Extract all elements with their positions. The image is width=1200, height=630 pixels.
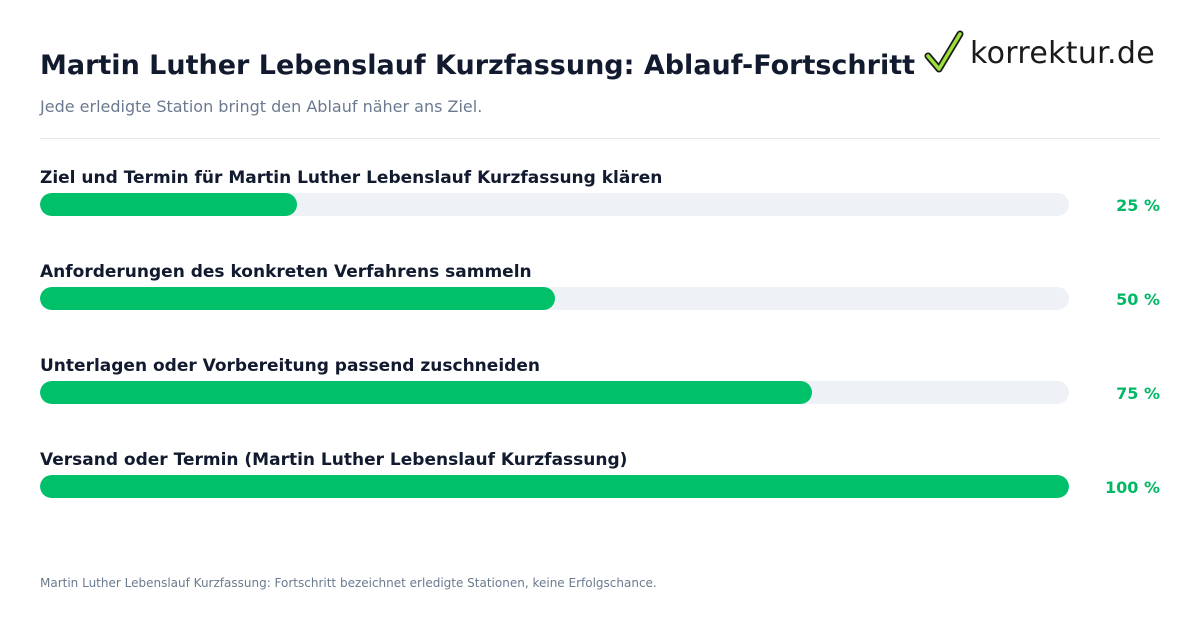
step-label: Versand oder Termin (Martin Luther Leben…	[40, 450, 628, 470]
progress-track	[40, 475, 1069, 498]
progress-step: Ziel und Termin für Martin Luther Lebens…	[40, 168, 1160, 228]
progress-bar	[40, 381, 812, 404]
progress-step: Versand oder Termin (Martin Luther Leben…	[40, 450, 1160, 510]
progress-value-label: 100 %	[1105, 478, 1160, 497]
chart-title: Martin Luther Lebenslauf Kurzfassung: Ab…	[40, 50, 916, 81]
progress-bar	[40, 475, 1069, 498]
step-label: Unterlagen oder Vorbereitung passend zus…	[40, 356, 540, 376]
chart-subtitle: Jede erledigte Station bringt den Ablauf…	[40, 97, 483, 116]
checkmark-icon	[924, 30, 964, 73]
progress-track	[40, 287, 1069, 310]
progress-step: Unterlagen oder Vorbereitung passend zus…	[40, 356, 1160, 416]
progress-track	[40, 381, 1069, 404]
progress-value-label: 25 %	[1116, 196, 1160, 215]
progress-bar	[40, 193, 298, 216]
progress-bar	[40, 287, 555, 310]
progress-step: Anforderungen des konkreten Verfahrens s…	[40, 262, 1160, 322]
step-label: Anforderungen des konkreten Verfahrens s…	[40, 262, 532, 282]
progress-track	[40, 193, 1069, 216]
step-label: Ziel und Termin für Martin Luther Lebens…	[40, 168, 663, 188]
brand-logo-text: korrektur.de	[970, 35, 1155, 71]
progress-value-label: 75 %	[1116, 384, 1160, 403]
chart-footnote: Martin Luther Lebenslauf Kurzfassung: Fo…	[40, 576, 657, 590]
brand-logo: korrektur.de	[924, 28, 1155, 78]
progress-value-label: 50 %	[1116, 290, 1160, 309]
header-divider	[40, 138, 1160, 139]
